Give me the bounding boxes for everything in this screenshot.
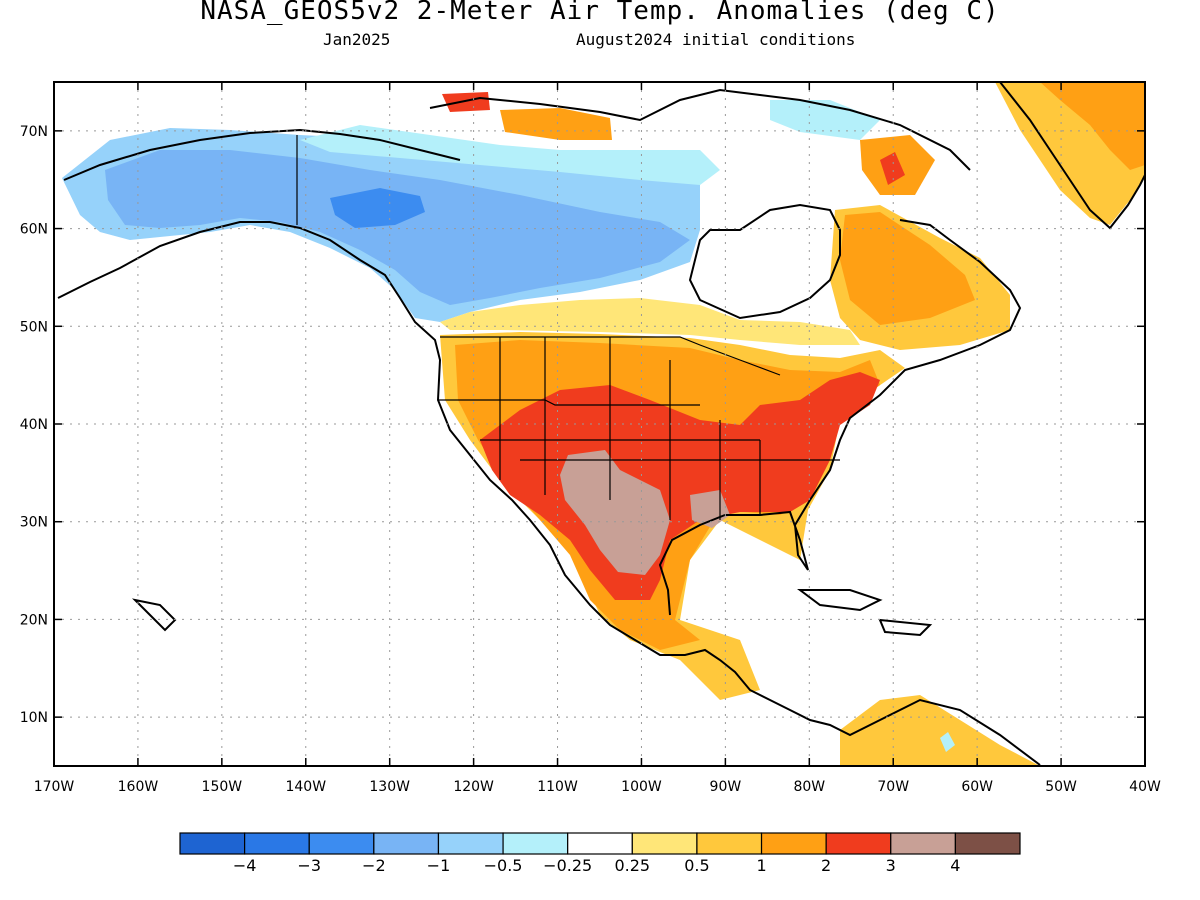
warm-field-arctic [500, 108, 612, 140]
lon-label: 100W [621, 779, 662, 795]
colorbar [179, 832, 1021, 855]
hot-field-us [480, 372, 880, 600]
hot-field-arctic [442, 92, 490, 112]
colorbar-label: 1 [756, 856, 767, 875]
lon-label: 90W [710, 779, 742, 795]
coastlines [57, 82, 1145, 766]
cold-field-core [105, 150, 690, 305]
colorbar-swatch [890, 832, 956, 855]
lon-label: 140W [285, 779, 326, 795]
colorbar-label: −1 [426, 856, 451, 875]
warm-field-samerica [840, 695, 1040, 766]
colorbar-label: −0.5 [483, 856, 523, 875]
lat-label: 50N [20, 319, 48, 335]
lon-label: 70W [877, 779, 909, 795]
colorbar-label: 0.5 [684, 856, 710, 875]
map-title: NASA_GEOS5v2 2-Meter Air Temp. Anomalies… [200, 0, 1000, 26]
lat-label: 20N [20, 612, 48, 628]
political-borders [296, 135, 840, 520]
lat-label: 10N [20, 710, 48, 726]
lat-label: 30N [20, 515, 48, 531]
colorbar-swatch [373, 832, 440, 855]
init-conditions-label: August2024 initial conditions [576, 30, 856, 49]
warm-field-greenland-core [1040, 82, 1145, 170]
extreme-field-texas [560, 450, 670, 575]
colorbar-label: 0.25 [614, 856, 651, 875]
colorbar-swatch [244, 832, 310, 855]
colorbar-swatch [825, 832, 892, 855]
lon-label: 110W [537, 779, 578, 795]
colorbar-swatch [179, 832, 246, 855]
colorbar-label: −0.25 [543, 856, 593, 875]
colorbar-swatch [631, 832, 698, 855]
colorbar-swatch [954, 832, 1021, 855]
map-grid [54, 82, 1145, 766]
lon-label: 60W [961, 779, 993, 795]
cold-field-strong [330, 188, 425, 228]
axis-ticks: 10N 20N 30N 40N 50N 60N 70N 170W 160W 150W 140W 130… [20, 82, 1161, 795]
colorbar-label: −4 [232, 856, 257, 875]
valid-month-label: Jan2025 [323, 30, 391, 49]
cool-field-samerica [940, 732, 955, 752]
warm-field-labrador-core [840, 212, 975, 325]
lon-label: 80W [793, 779, 825, 795]
lat-label: 70N [20, 124, 48, 140]
cold-field-arctic [300, 125, 720, 185]
colorbar-swatch [760, 832, 827, 855]
colorbar-swatch [308, 832, 375, 855]
colorbar-swatch [567, 832, 633, 855]
lon-label: 40W [1129, 779, 1161, 795]
map-fields [57, 82, 1145, 766]
lon-label: 50W [1045, 779, 1077, 795]
colorbar-swatch [502, 832, 569, 855]
lon-label: 130W [369, 779, 410, 795]
lon-label: 150W [202, 779, 243, 795]
colorbar-swatch [437, 832, 504, 855]
colorbar-label: 3 [885, 856, 896, 875]
colorbar-label: 4 [950, 856, 961, 875]
colorbar-label: −2 [362, 856, 386, 875]
lat-label: 40N [20, 417, 48, 433]
lon-label: 170W [34, 779, 75, 795]
colorbar-label: −3 [297, 856, 322, 875]
hot-field-baffin [880, 152, 905, 185]
lon-label: 160W [118, 779, 159, 795]
lon-label: 120W [453, 779, 494, 795]
light-warm-band [440, 298, 860, 345]
lat-label: 60N [20, 222, 48, 238]
colorbar-swatch [696, 832, 763, 855]
colorbar-label: 2 [821, 856, 832, 875]
